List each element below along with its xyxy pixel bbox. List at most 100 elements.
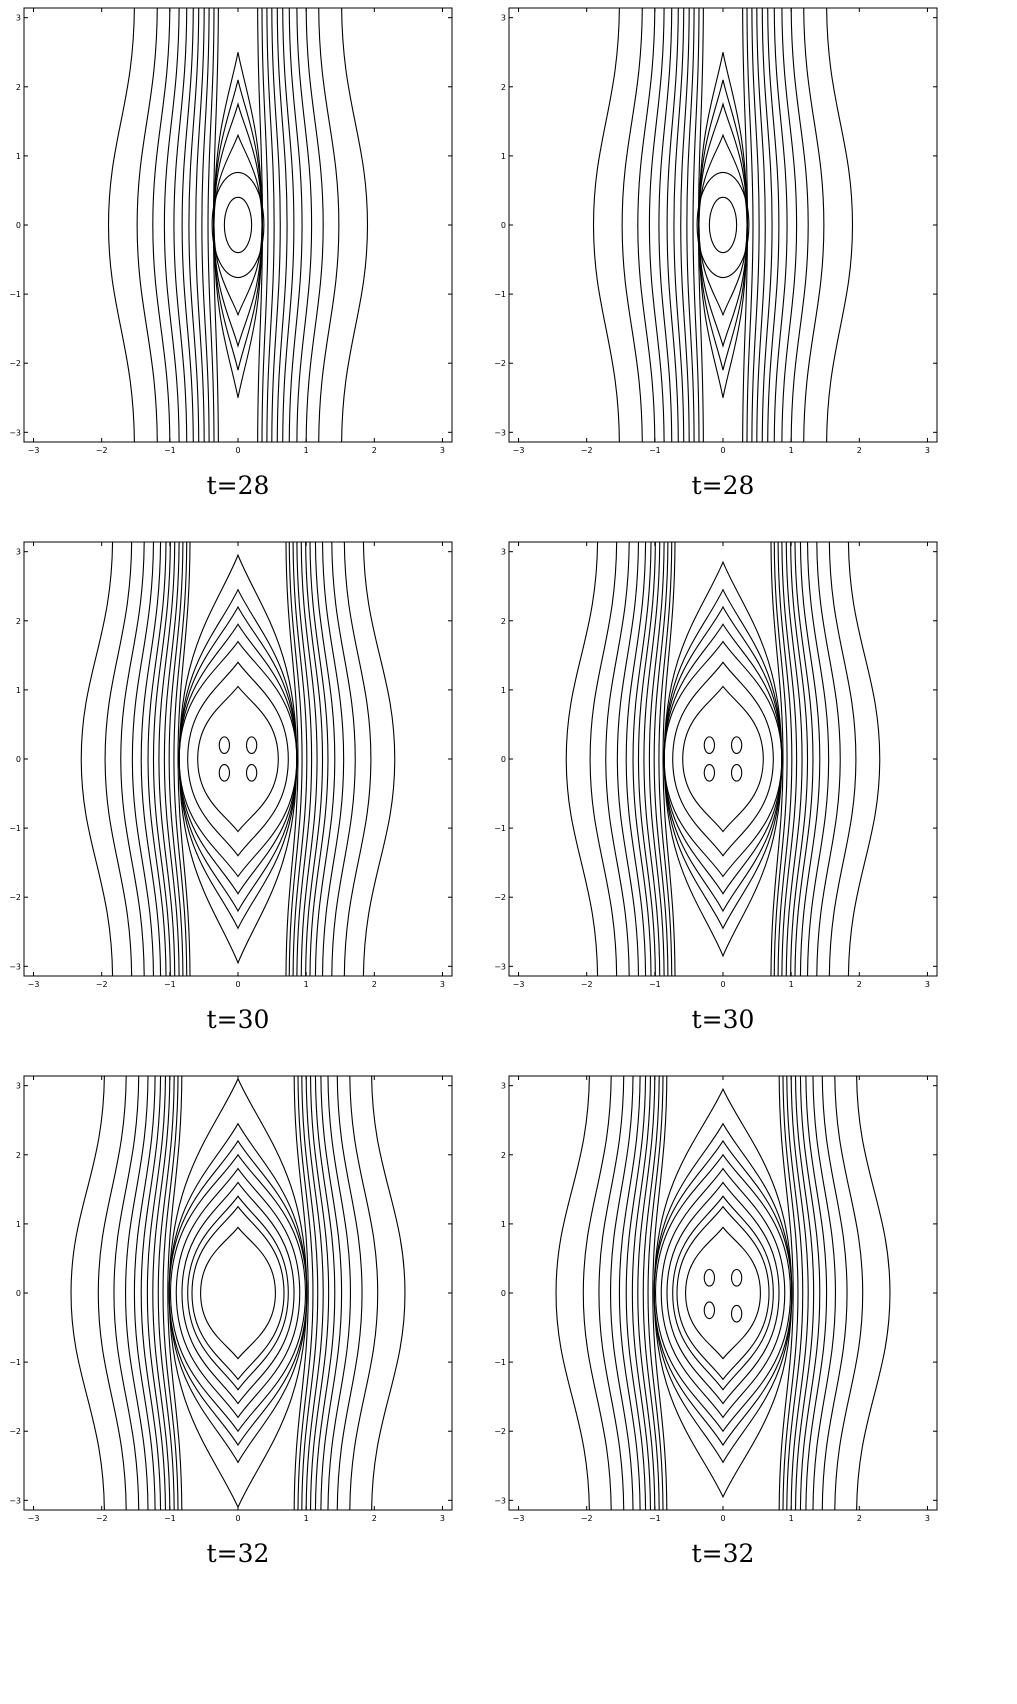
x-tick-label: −3 [28, 1514, 40, 1523]
contour-line-open [767, 8, 780, 442]
y-tick-label: 0 [501, 221, 506, 230]
y-tick-label: 2 [501, 1151, 506, 1160]
x-tick-label: 0 [720, 980, 725, 989]
y-tick-label: 2 [501, 617, 506, 626]
panel-caption: t=30 [207, 1005, 270, 1034]
contour-line-open [686, 8, 695, 442]
contour-lines [107, 8, 369, 442]
axis-ticks [509, 8, 937, 442]
contour-line-closed [168, 1139, 308, 1447]
x-tick-label: 2 [372, 980, 377, 989]
x-tick-label: 3 [440, 1514, 445, 1523]
contour-line-open [834, 1076, 864, 1510]
contour-line-open [140, 542, 162, 976]
contour-line-closed [663, 588, 783, 930]
contour-line-open [371, 1076, 406, 1510]
x-tick-label: −3 [513, 446, 525, 455]
x-tick-label: 3 [440, 980, 445, 989]
panel-caption: t=30 [692, 1005, 755, 1034]
contour-line-open [152, 1076, 171, 1510]
contour-line-open [97, 1076, 127, 1510]
contour-line-open [301, 1076, 319, 1510]
contour-line-open [362, 542, 396, 976]
contour-line-closed [175, 1167, 301, 1419]
y-tick-label: 2 [501, 83, 506, 92]
contour-line-open [124, 1076, 149, 1510]
contour-line-closed [654, 1153, 792, 1433]
contour-line-open [157, 1076, 175, 1510]
contour-line-open [181, 8, 194, 442]
contour-line-closed [213, 102, 263, 348]
contour-line-open [773, 8, 788, 442]
contour-line-open [173, 8, 188, 442]
contour-line-open [794, 542, 814, 976]
contour-line-open [847, 542, 881, 976]
y-tick-label: 1 [16, 1220, 21, 1229]
contour-line-open [647, 1076, 664, 1510]
contour-line-open [637, 542, 656, 976]
contour-line-closed [213, 52, 263, 398]
x-tick-label: 1 [304, 446, 309, 455]
contour-line-closed [178, 553, 298, 965]
x-tick-label: −2 [581, 446, 593, 455]
contour-line-closed [663, 560, 783, 958]
contour-line-open [648, 8, 665, 442]
contour-line-closed [663, 640, 783, 878]
contour-line-open [680, 8, 690, 442]
contour-island [703, 736, 716, 755]
panel-caption: t=28 [692, 471, 755, 500]
contour-line-open [327, 1076, 352, 1510]
contour-line-open [605, 542, 630, 976]
contour-line-open [826, 8, 854, 442]
x-tick-label: 1 [789, 446, 794, 455]
plot-frame [508, 7, 938, 443]
contour-line-open [786, 1076, 804, 1510]
contour-line-open [320, 1076, 343, 1510]
contour-line-closed [682, 685, 764, 833]
x-tick-label: 3 [925, 446, 930, 455]
contour-island [703, 1301, 716, 1320]
contour-line-center [211, 171, 265, 279]
x-tick-label: 2 [857, 1514, 862, 1523]
contour-line-open [173, 542, 188, 976]
y-tick-label: 3 [16, 548, 21, 557]
contour-line-open [292, 542, 308, 976]
contour-line-open [781, 8, 798, 442]
contour-island [703, 763, 716, 782]
contour-line-closed [663, 605, 783, 913]
x-tick-label: −2 [581, 1514, 593, 1523]
contour-line-open [795, 1076, 815, 1510]
contour-line-open [637, 8, 656, 442]
contour-line-closed [660, 1167, 786, 1419]
contour-line-open [761, 8, 773, 442]
y-tick-label: 1 [16, 686, 21, 695]
y-tick-label: −1 [494, 1358, 506, 1367]
contour-line-open [790, 542, 809, 976]
contour-panel-4: −3 −3 −2 −2 −1 −1 0 0 1 1 2 2 3 3 t=30 [494, 541, 938, 1034]
y-tick-label: 3 [501, 548, 506, 557]
contour-line-closed [178, 640, 298, 878]
y-tick-label: 3 [501, 1082, 506, 1091]
contour-island [730, 736, 743, 755]
contour-line-open [261, 8, 269, 442]
contour-island [218, 736, 231, 755]
contour-line-closed [676, 1205, 770, 1381]
contour-line-open [318, 8, 340, 442]
contour-line-open [343, 542, 372, 976]
contour-line-open [152, 8, 171, 442]
contour-line-open [296, 542, 313, 976]
contour-panel-5: −3 −3 −2 −2 −1 −1 0 0 1 1 2 2 3 3 t=32 [9, 1075, 453, 1568]
x-tick-label: −3 [513, 1514, 525, 1523]
x-tick-label: 0 [235, 1514, 240, 1523]
contour-line-open [296, 8, 313, 442]
contour-line-open [555, 1076, 590, 1510]
contour-line-open [805, 1076, 828, 1510]
contour-line-open [648, 542, 665, 976]
contour-line-open [565, 542, 599, 976]
contour-line-open [692, 8, 700, 442]
contour-line-open [631, 1076, 651, 1510]
contour-line-open [756, 8, 766, 442]
y-tick-label: 3 [16, 1082, 21, 1091]
y-tick-label: 2 [16, 617, 21, 626]
contour-line-open [131, 542, 154, 976]
